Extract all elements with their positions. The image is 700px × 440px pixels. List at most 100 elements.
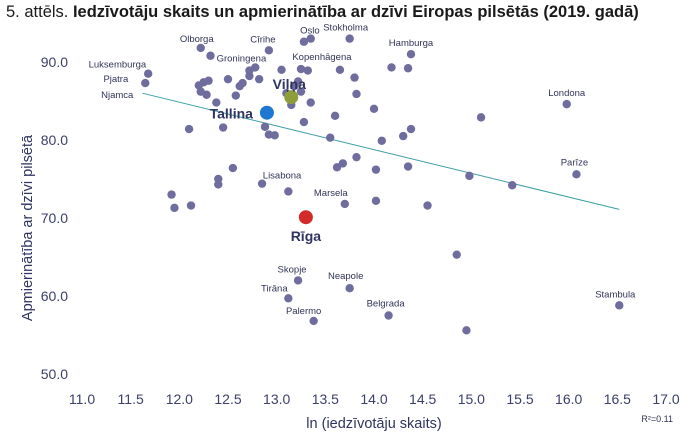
point-label: Olborga [180, 34, 215, 45]
scatter-point [476, 113, 486, 122]
point-label: Stokholma [323, 23, 369, 34]
x-tick-label: 11.0 [69, 391, 95, 407]
x-tick-label: 13.5 [312, 391, 339, 407]
highlight-label: Viļņa [273, 76, 306, 92]
x-tick-label: 11.5 [118, 391, 144, 407]
scatter-point [465, 171, 474, 181]
point-label: Stambula [595, 289, 636, 300]
scatter-point [345, 34, 354, 43]
point-label: Neapole [328, 271, 363, 282]
scatter-point [270, 131, 279, 140]
scatter-point [231, 91, 240, 100]
point-label: Cīrihe [250, 34, 275, 45]
point-label: Palermo [286, 306, 321, 317]
scatter-point [377, 136, 386, 145]
scatter-point [572, 170, 581, 179]
x-tick-label: 14.0 [360, 391, 387, 407]
scatter-point [338, 159, 348, 168]
scatter-point [309, 316, 318, 326]
scatter-point [214, 180, 223, 189]
point-label: Parīze [561, 157, 588, 168]
x-tick-label: 12.5 [214, 391, 241, 407]
scatter-point [299, 117, 309, 127]
scatter-point [167, 190, 176, 199]
scatter-point [423, 201, 432, 210]
x-tick-label: 16.0 [555, 391, 582, 407]
scatter-point [371, 165, 381, 174]
scatter-point [399, 131, 408, 141]
scatter-point [615, 301, 624, 310]
scatter-point [296, 87, 306, 96]
scatter-point [340, 199, 349, 209]
point-label: Belgrada [367, 299, 406, 310]
scatter-point [384, 311, 393, 320]
scatter-point [257, 179, 267, 188]
scatter-point [403, 162, 413, 171]
scatter-point [406, 50, 416, 59]
scatter-point [303, 66, 313, 75]
scatter-point [196, 43, 205, 53]
scatter-point [141, 78, 150, 88]
scatter-point [184, 124, 194, 134]
scatter-point [277, 65, 286, 75]
point-label: Luksemburga [89, 60, 147, 71]
point-label: Hamburga [389, 38, 434, 49]
highlight-label: Tallina [210, 106, 254, 122]
x-tick-label: 15.0 [458, 391, 485, 407]
scatter-point [350, 73, 359, 82]
scatter-point [223, 74, 233, 84]
scatter-point [306, 98, 315, 107]
point-label: Tirāna [261, 283, 288, 294]
scatter-point [352, 152, 361, 162]
scatter-point [326, 133, 335, 142]
scatter-point [228, 163, 238, 173]
scatter-point [403, 64, 413, 73]
scatter-point [299, 37, 309, 46]
scatter-point [284, 294, 293, 303]
trend-line [142, 92, 620, 210]
y-tick-label: 60.0 [41, 288, 68, 304]
highlight-label: Rīga [291, 228, 322, 244]
r-squared-note: R²=0.11 [641, 414, 673, 424]
scatter-point [238, 78, 247, 88]
x-tick-label: 13.0 [263, 391, 290, 407]
x-tick-label: 14.5 [409, 391, 436, 407]
point-label: Groningena [217, 54, 267, 65]
scatter-point [293, 77, 303, 86]
scatter-point [462, 326, 471, 335]
y-tick-label: 90.0 [41, 54, 68, 70]
scatter-point [406, 124, 416, 134]
x-axis-label: ln (iedzīvotāju skaits) [306, 416, 441, 432]
scatter-point [369, 104, 379, 114]
scatter-point [254, 74, 264, 84]
highlight-point [284, 90, 299, 105]
scatter-point [143, 69, 153, 78]
title-prefix: 5. attēls. [6, 3, 69, 21]
y-tick-label: 50.0 [41, 366, 68, 382]
scatter-point [251, 63, 260, 72]
scatter-point [452, 250, 461, 259]
scatter-point [264, 46, 274, 55]
scatter-point [293, 276, 303, 285]
y-tick-label: 80.0 [41, 132, 68, 148]
scatter-point [371, 196, 381, 206]
x-tick-label: 15.5 [506, 391, 533, 407]
scatter-point [202, 90, 211, 99]
x-tick-label: 16.5 [604, 391, 631, 407]
scatter-point [284, 187, 293, 196]
y-tick-label: 70.0 [41, 210, 68, 226]
point-label: Oslo [300, 26, 320, 37]
scatter-point [387, 63, 396, 72]
scatter-point [212, 98, 221, 107]
scatter-point [508, 181, 517, 190]
scatter-point [186, 201, 196, 210]
point-label: Lisabona [263, 171, 302, 182]
point-label: Skopje [278, 264, 307, 275]
scatter-point [260, 122, 270, 131]
scatter-point [562, 99, 571, 109]
scatter-point [206, 51, 215, 60]
title-bold: Iedzīvotāju skaits un apmierinātība ar d… [72, 3, 639, 21]
point-label: Kopenhāgena [292, 52, 352, 63]
x-tick-label: 17.0 [652, 391, 679, 407]
